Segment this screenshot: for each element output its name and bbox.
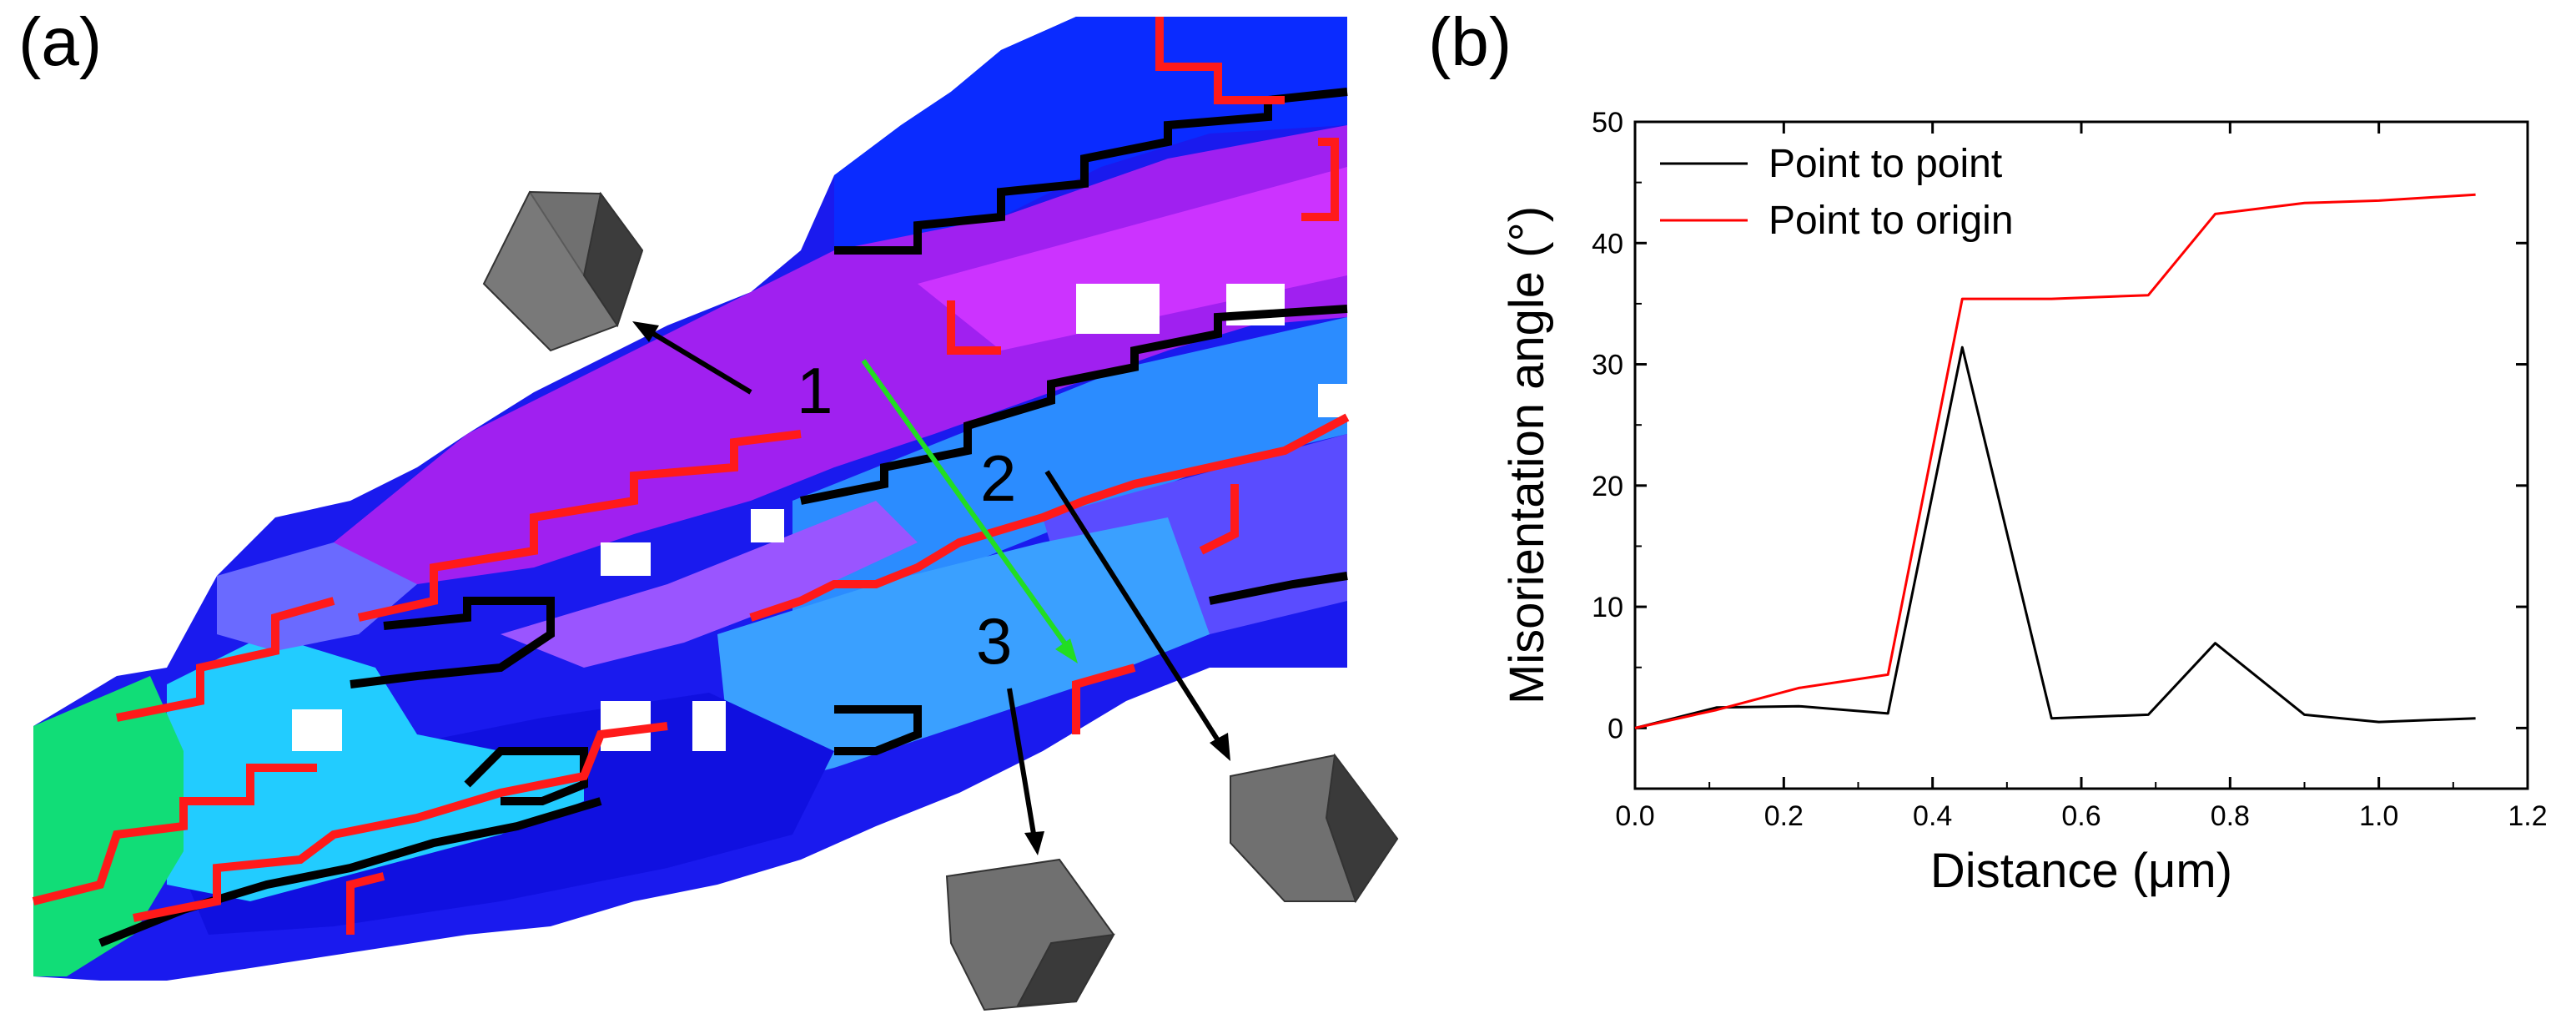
boundary-red-4	[116, 597, 335, 722]
boundary-black-6	[834, 705, 922, 755]
ebsd-map: (a)	[18, 4, 1399, 1011]
legend-label-point-to-origin: Point to origin	[1768, 199, 2014, 243]
pointer-arrow-2	[1044, 470, 1225, 749]
boundary-red-7	[749, 413, 1350, 622]
y-tick-label: 50	[1592, 107, 1623, 139]
grain-boundaries	[32, 17, 1350, 947]
pointer-arrowhead-3	[1024, 831, 1044, 855]
boundary-red-8	[1072, 663, 1136, 734]
y-tick-label: 0	[1607, 713, 1623, 744]
panel-a-label: (a)	[18, 4, 102, 80]
pointer-arrows	[632, 321, 1230, 855]
x-tick-label: 0.0	[1615, 800, 1654, 832]
x-tick-label: 0.6	[2061, 800, 2101, 832]
misorientation-chart: (b) 0.0 0.2 0.4 0.6 0.8 1.0 1.2 0 10 20 30 40 50 Di…	[1428, 4, 2548, 898]
x-tick-label: 0.4	[1913, 800, 1952, 832]
legend: Point to point Point to origin	[1660, 142, 2014, 243]
boundary-red-3	[357, 430, 802, 622]
marker-3: 3	[976, 604, 1012, 678]
ebsd-map-panel: (a)	[18, 4, 1399, 1011]
line-profile-arrow	[861, 359, 1074, 655]
series-line-point-to-origin	[1634, 193, 2476, 729]
pointer-arrowhead-1	[632, 321, 659, 342]
boundary-red-9	[346, 872, 385, 935]
x-tick-label: 1.0	[2359, 800, 2398, 832]
boundary-black-7	[1209, 572, 1348, 605]
marker-1: 1	[797, 354, 833, 427]
marker-2: 2	[980, 441, 1016, 515]
boundary-red-10	[947, 300, 1001, 355]
boundary-red-6	[133, 722, 668, 922]
boundary-black-1	[834, 88, 1348, 255]
line-profile-arrowhead	[1055, 638, 1078, 663]
pointer-arrow-1	[645, 327, 752, 395]
y-axis-ticks: 0 10 20 30 40 50	[1592, 107, 2528, 789]
legend-label-point-to-point: Point to point	[1768, 142, 2002, 186]
series-line-point-to-point	[1634, 346, 2476, 729]
misorientation-chart-panel: (b) 0.0 0.2 0.4 0.6 0.8 1.0 1.2 0 10 20 30 40 50 Di…	[1418, 0, 2576, 1025]
crystal-hexagon-1	[482, 189, 644, 352]
y-tick-label: 30	[1592, 350, 1623, 381]
x-tick-label: 0.2	[1764, 800, 1804, 832]
boundary-red-1	[1155, 17, 1285, 104]
series-lines	[1634, 193, 2476, 729]
pointer-arrowhead-2	[1210, 733, 1230, 761]
boundary-black-2	[800, 305, 1348, 505]
boundary-red-5	[32, 764, 317, 905]
x-axis-title: Distance (μm)	[1930, 844, 2232, 898]
x-tick-label: 1.2	[2508, 800, 2547, 832]
panel-b-label: (b)	[1428, 4, 1512, 80]
crystal-hexagon-3	[945, 858, 1115, 1011]
y-axis-title: Misorientation angle (°)	[1500, 206, 1554, 704]
boundary-red-11	[1199, 484, 1239, 555]
y-tick-label: 40	[1592, 228, 1623, 260]
boundary-red-2	[1301, 138, 1339, 221]
x-tick-label: 0.8	[2211, 800, 2250, 832]
crystal-hexagon-2	[1230, 753, 1399, 904]
pointer-arrow-3	[1007, 688, 1037, 840]
x-axis-ticks: 0.0 0.2 0.4 0.6 0.8 1.0 1.2	[1615, 122, 2548, 832]
y-tick-label: 10	[1592, 592, 1623, 623]
y-tick-label: 20	[1592, 471, 1623, 502]
boundary-black-3	[350, 597, 555, 689]
